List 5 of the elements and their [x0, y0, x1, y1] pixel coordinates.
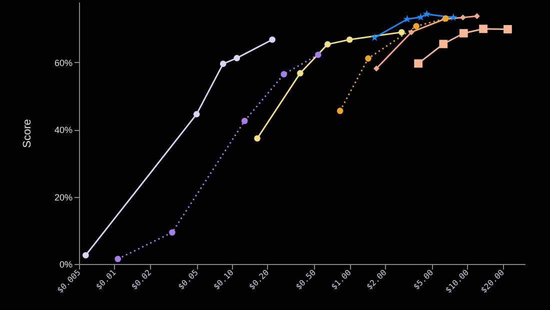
y-tick-label: 40% — [54, 125, 72, 136]
y-tick-label: 20% — [54, 192, 72, 202]
y-tick-label: 60% — [54, 58, 72, 68]
y-axis-title: Score — [21, 119, 34, 148]
y-tick-label: 0% — [59, 260, 72, 270]
